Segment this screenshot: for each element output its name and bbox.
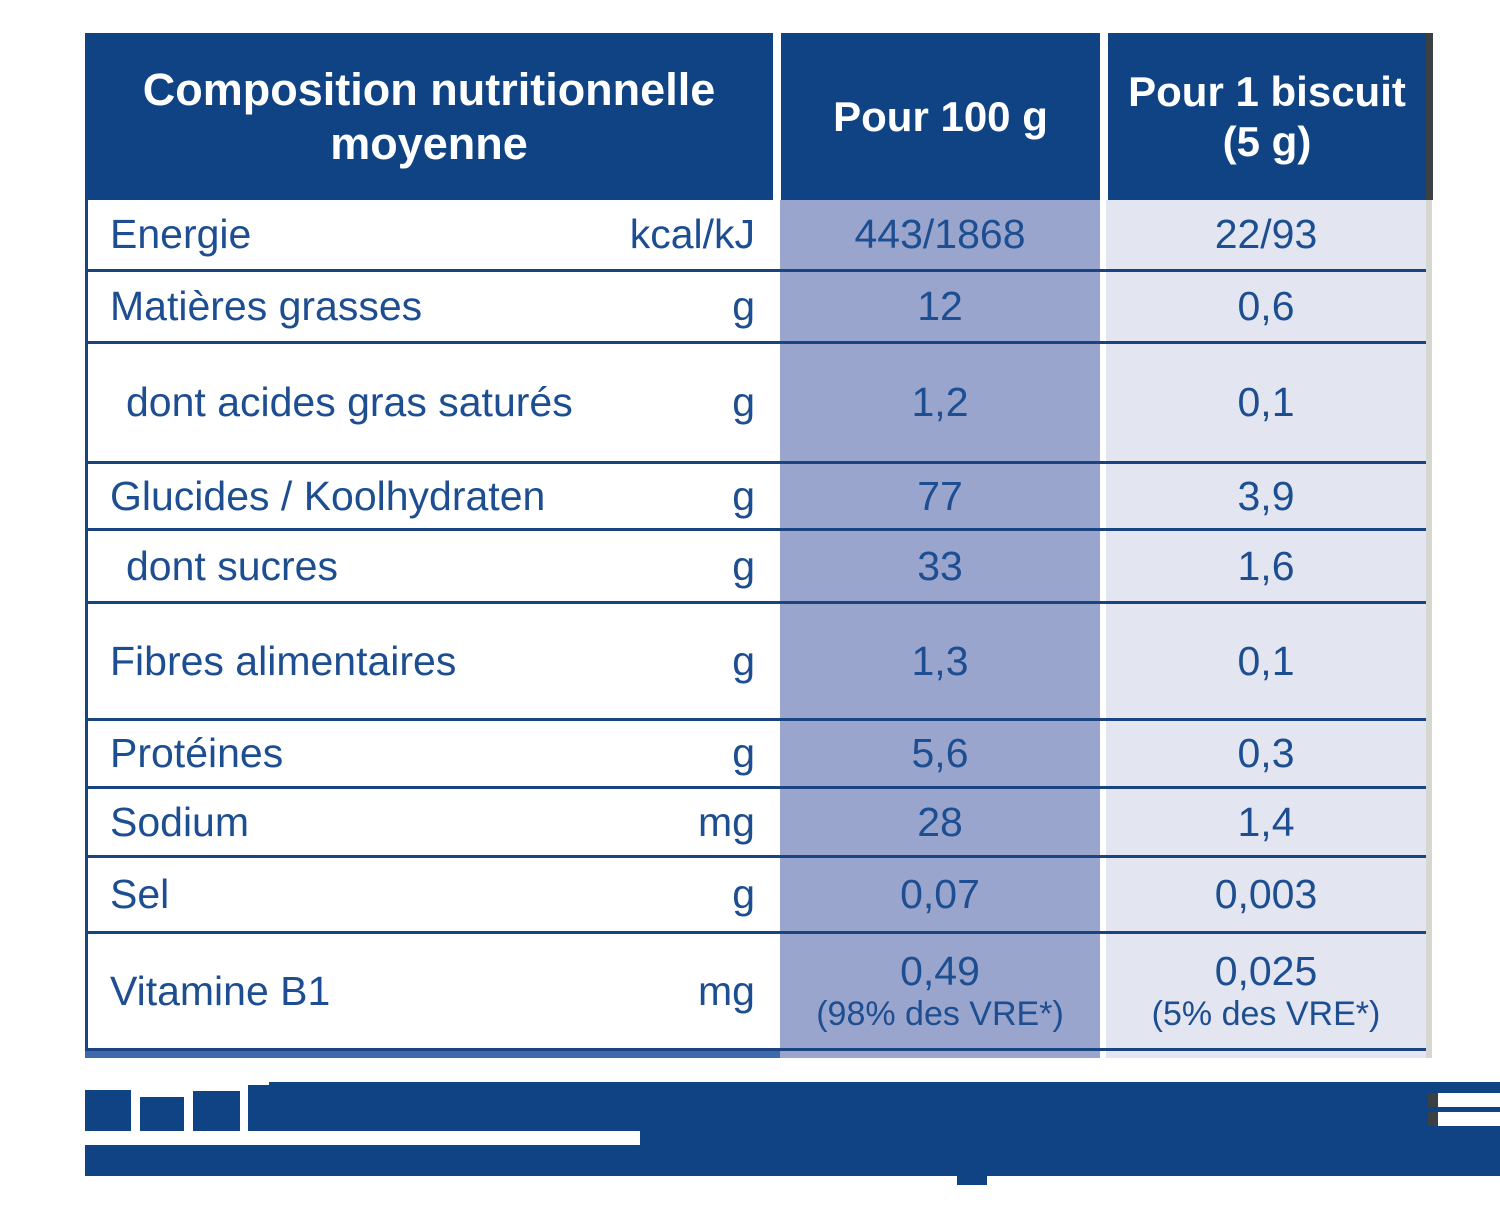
header-cell-per-biscuit: Pour 1 biscuit (5 g) — [1108, 33, 1426, 200]
header-per-biscuit-label: Pour 1 biscuit — [1128, 67, 1406, 115]
row-label-cell: dont acides gras saturés g — [88, 344, 780, 461]
row-label-cell: dont sucres g — [88, 531, 780, 601]
value-per-100g: 28 — [780, 789, 1100, 855]
table-row-vitamine-b1: Vitamine B1 mg 0,49 (98% des VRE*) 0,025… — [85, 934, 1426, 1051]
column-gap — [1100, 858, 1106, 931]
table-row-glucides: Glucides / Koolhydraten g 77 3,9 — [85, 464, 1426, 531]
value-per-biscuit: 0,025 (5% des VRE*) — [1106, 934, 1426, 1048]
row-unit: g — [732, 871, 755, 917]
value-per-biscuit: 0,1 — [1106, 604, 1426, 718]
row-label: Vitamine B1 — [110, 967, 331, 1014]
row-unit: g — [732, 637, 755, 684]
header-composition-label: Composition nutritionnelle moyenne — [142, 63, 716, 169]
row-label: Energie — [110, 211, 252, 257]
table-bottom-edge — [85, 1051, 1426, 1058]
table-row-sucres: dont sucres g 33 1,6 — [85, 531, 1426, 604]
row-label: Sel — [110, 871, 170, 917]
header-right-shadow — [1426, 33, 1433, 200]
value-per-100g: 12 — [780, 272, 1100, 341]
row-unit: g — [732, 730, 755, 776]
value-per-100g: 5,6 — [780, 721, 1100, 786]
value-per-biscuit: 1,4 — [1106, 789, 1426, 855]
column-gap — [1100, 604, 1106, 718]
value-per-biscuit: 3,9 — [1106, 464, 1426, 528]
row-unit: g — [732, 283, 755, 329]
column-gap — [1100, 464, 1106, 528]
table-row-sel: Sel g 0,07 0,003 — [85, 858, 1426, 934]
row-label-cell: Protéines g — [88, 721, 780, 786]
value-per-100g: 33 — [780, 531, 1100, 601]
row-label: Sodium — [110, 798, 250, 845]
column-gap — [1100, 789, 1106, 855]
row-label-cell: Fibres alimentaires g — [88, 604, 780, 718]
row-label-cell: Energie kcal/kJ — [88, 200, 780, 269]
vitamin-value: 0,49 — [900, 948, 980, 994]
row-label-cell: Vitamine B1 mg — [88, 934, 780, 1048]
header-cell-composition: Composition nutritionnelle moyenne — [85, 33, 773, 200]
value-per-100g: 0,49 (98% des VRE*) — [780, 934, 1100, 1048]
row-label-cell: Sel g — [88, 858, 780, 931]
value-per-biscuit: 0,1 — [1106, 344, 1426, 461]
table-body: Energie kcal/kJ 443/1868 22/93 Matières … — [85, 200, 1426, 1058]
header-gap — [1100, 33, 1108, 200]
header-per-biscuit-weight: (5 g) — [1222, 117, 1312, 165]
nutrition-table: Composition nutritionnelle moyenne Pour … — [85, 33, 1426, 1058]
table-row-sodium: Sodium mg 28 1,4 — [85, 789, 1426, 858]
value-per-100g: 77 — [780, 464, 1100, 528]
row-label: Fibres alimentaires — [110, 637, 457, 684]
row-label-cell: Matières grasses g — [88, 272, 780, 341]
table-row-acides-gras-satures: dont acides gras saturés g 1,2 0,1 — [85, 344, 1426, 464]
column-gap — [1100, 200, 1106, 269]
header-cell-per-100g: Pour 100 g — [781, 33, 1100, 200]
table-row-energie: Energie kcal/kJ 443/1868 22/93 — [85, 200, 1426, 272]
header-per-100g-label: Pour 100 g — [833, 92, 1048, 140]
column-gap — [1100, 721, 1106, 786]
table-right-shadow — [1426, 200, 1432, 1058]
row-label: Protéines — [110, 730, 284, 776]
value-per-100g: 0,07 — [780, 858, 1100, 931]
value-per-biscuit: 22/93 — [1106, 200, 1426, 269]
row-unit: mg — [698, 967, 755, 1014]
table-row-proteines: Protéines g 5,6 0,3 — [85, 721, 1426, 789]
value-per-biscuit: 0,3 — [1106, 721, 1426, 786]
row-label-cell: Glucides / Koolhydraten g — [88, 464, 780, 528]
column-gap — [1100, 344, 1106, 461]
table-row-fibres: Fibres alimentaires g 1,3 0,1 — [85, 604, 1426, 721]
value-per-biscuit: 0,003 — [1106, 858, 1426, 931]
value-per-biscuit: 1,6 — [1106, 531, 1426, 601]
footnote-redacted-bars — [85, 1082, 1500, 1185]
table-header: Composition nutritionnelle moyenne Pour … — [85, 33, 1426, 200]
column-gap — [1100, 272, 1106, 341]
header-gap — [773, 33, 781, 200]
value-per-100g: 1,2 — [780, 344, 1100, 461]
row-label: Matières grasses — [110, 283, 423, 329]
table-row-matieres-grasses: Matières grasses g 12 0,6 — [85, 272, 1426, 344]
row-unit: g — [732, 472, 755, 519]
value-per-100g: 443/1868 — [780, 200, 1100, 269]
value-per-100g: 1,3 — [780, 604, 1100, 718]
row-unit: g — [732, 379, 755, 425]
vitamin-note: (98% des VRE*) — [816, 994, 1064, 1033]
row-label-cell: Sodium mg — [88, 789, 780, 855]
row-label: dont sucres — [126, 542, 338, 589]
column-gap — [1100, 531, 1106, 601]
vitamin-value: 0,025 — [1214, 948, 1318, 994]
row-unit: g — [732, 542, 755, 589]
row-label: Glucides / Koolhydraten — [110, 472, 546, 519]
row-unit: kcal/kJ — [629, 211, 755, 257]
value-per-biscuit: 0,6 — [1106, 272, 1426, 341]
column-gap — [1100, 934, 1106, 1048]
row-label: dont acides gras saturés — [126, 379, 573, 425]
row-unit: mg — [698, 798, 755, 845]
vitamin-note: (5% des VRE*) — [1151, 994, 1381, 1033]
